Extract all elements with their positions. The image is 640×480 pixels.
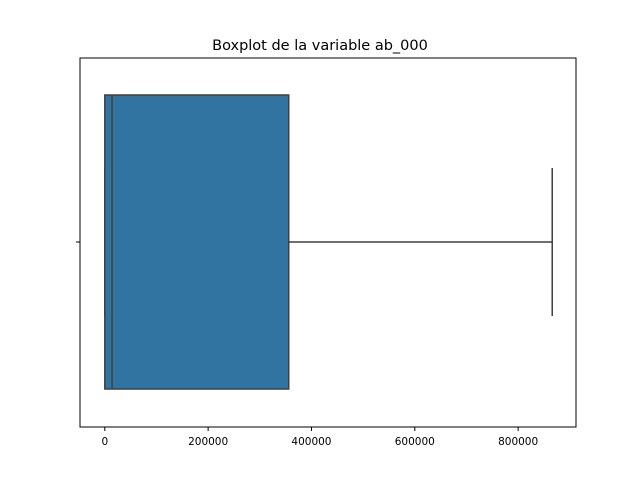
x-tick-label: 400000 bbox=[291, 436, 331, 448]
iqr-box bbox=[104, 94, 290, 390]
x-tick-label: 800000 bbox=[498, 436, 538, 448]
plot-area bbox=[104, 94, 553, 390]
x-tick-label: 600000 bbox=[395, 436, 435, 448]
x-tick-label: 0 bbox=[101, 436, 108, 448]
x-tick-label: 200000 bbox=[188, 436, 228, 448]
chart-title: Boxplot de la variable ab_000 bbox=[212, 38, 428, 54]
x-axis-ticks: 0 200000 400000 600000 800000 bbox=[101, 427, 538, 448]
